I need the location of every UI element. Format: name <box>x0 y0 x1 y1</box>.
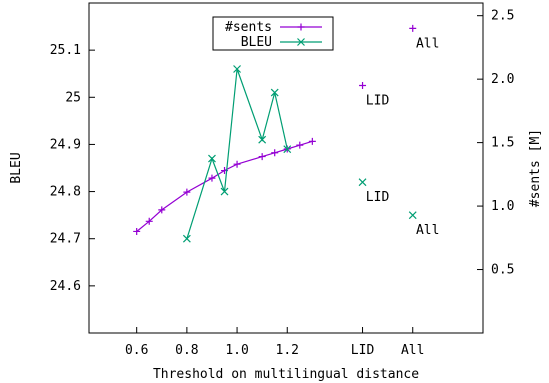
plot-frame <box>88 2 484 334</box>
point-sents <box>258 153 266 161</box>
point-sents <box>233 160 241 168</box>
legend-box <box>212 16 334 51</box>
left-tick-label: 25.1 <box>50 43 81 58</box>
point-bleu <box>233 65 241 73</box>
bottom-tick-label: 0.8 <box>175 343 198 358</box>
bottom-tick-label: LID <box>351 343 375 358</box>
extra-point-label: All <box>416 36 439 51</box>
extra-point-sents <box>409 24 417 32</box>
point-sents <box>308 137 316 145</box>
point-bleu <box>208 154 216 163</box>
extra-point-label: LID <box>366 94 390 109</box>
series-layer: LID All LID All <box>133 24 439 243</box>
legend-marker-sents <box>297 23 305 31</box>
point-bleu <box>258 135 267 144</box>
right-tick-label: 0.5 <box>491 263 514 278</box>
right-tick-label: 2.0 <box>491 72 514 87</box>
bottom-tick-label: 0.6 <box>125 343 148 358</box>
x-axis-label: Threshold on multilingual distance <box>153 367 419 382</box>
series-bleu <box>182 65 292 243</box>
left-tick-label: 24.8 <box>50 185 81 200</box>
left-tick-label: 24.7 <box>50 232 81 247</box>
legend-label-sents: #sents <box>225 20 272 35</box>
right-tick-label: 2.5 <box>491 9 514 24</box>
left-tick-label: 24.9 <box>50 137 81 152</box>
point-sents <box>145 217 153 225</box>
bottom-tick-label: 1.2 <box>276 343 299 358</box>
point-sents <box>158 206 166 214</box>
y2-axis-label: #sents [M] <box>528 129 543 207</box>
point-sents <box>133 227 141 235</box>
bottom-axis: 0.6 0.8 1.0 1.2 LID All <box>125 327 424 358</box>
extra-point-label: All <box>416 223 439 238</box>
left-axis: 24.6 24.7 24.8 24.9 25 25.1 <box>50 43 95 294</box>
extra-point-sents <box>359 82 367 89</box>
bottom-tick-label: 1.0 <box>225 343 248 358</box>
y-axis-label: BLEU <box>9 152 24 183</box>
extra-point-bleu <box>408 211 417 220</box>
point-bleu <box>270 88 279 97</box>
left-tick-label: 24.6 <box>50 279 81 294</box>
right-axis: 0.5 1.0 1.5 2.0 2.5 <box>477 9 514 278</box>
point-bleu <box>220 187 229 196</box>
right-tick-label: 1.0 <box>491 199 514 214</box>
point-sents <box>296 141 304 149</box>
point-sents <box>208 174 216 182</box>
point-bleu <box>182 234 191 243</box>
right-tick-label: 1.5 <box>491 136 514 151</box>
point-sents <box>183 188 191 196</box>
plot-border <box>88 2 484 334</box>
point-sents <box>271 149 279 157</box>
extra-point-bleu <box>358 178 367 187</box>
left-tick-label: 25 <box>65 90 81 105</box>
legend-label-bleu: BLEU <box>241 35 272 50</box>
bottom-tick-label: All <box>401 343 424 358</box>
point-bleu <box>283 145 292 154</box>
legend-marker-bleu <box>297 38 305 46</box>
extra-point-label: LID <box>366 190 390 205</box>
